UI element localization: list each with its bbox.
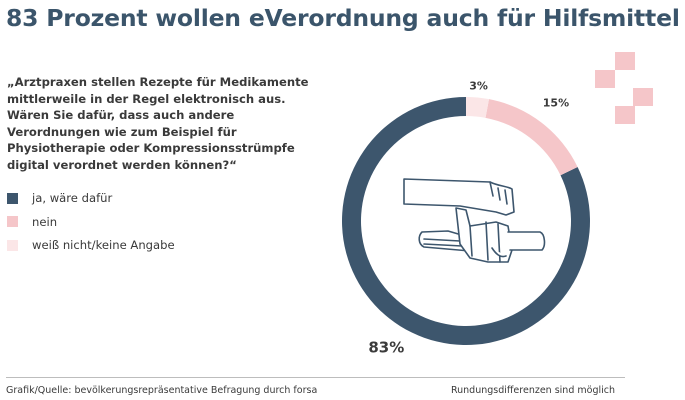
legend-label-weiss-nicht: weiß nicht/keine Angabe — [32, 238, 175, 252]
donut-slices — [342, 97, 590, 345]
chart-title: 83 Prozent wollen eVerordnung auch für H… — [6, 4, 680, 32]
source-note: Grafik/Quelle: bevölkerungsrepräsentativ… — [6, 385, 318, 396]
legend-label-ja: ja, wäre dafür — [32, 191, 113, 205]
hand-with-compression-stocking-icon — [403, 178, 546, 263]
legend-swatch-weiss-nicht — [7, 239, 18, 251]
decorative-square-4 — [615, 106, 635, 124]
legend-swatch-ja — [7, 192, 18, 204]
footer-divider — [6, 377, 625, 378]
slice-label-weiss-nicht: 3% — [469, 80, 488, 93]
slice-label-nein: 15% — [543, 96, 569, 109]
survey-question: „Arztpraxen stellen Rezepte für Medikame… — [7, 75, 309, 172]
legend-item-nein: nein — [7, 211, 175, 233]
legend-item-weiss-nicht: weiß nicht/keine Angabe — [7, 234, 175, 256]
legend-item-ja: ja, wäre dafür — [7, 187, 175, 209]
legend: ja, wäre dafür nein weiß nicht/keine Ang… — [7, 187, 175, 258]
donut-slice-nein — [485, 99, 578, 176]
rounding-note: Rundungsdifferenzen sind möglich — [450, 385, 615, 396]
slice-label-ja: 83% — [368, 339, 404, 357]
legend-label-nein: nein — [32, 214, 58, 229]
donut-slice-labels: 83% 15% 3% — [368, 80, 569, 357]
decorative-square-3 — [633, 88, 653, 106]
decorative-square-2 — [595, 70, 615, 88]
legend-swatch-nein — [7, 216, 18, 227]
decorative-square-1 — [615, 52, 635, 70]
donut-slice-weiss-nicht — [466, 97, 490, 118]
